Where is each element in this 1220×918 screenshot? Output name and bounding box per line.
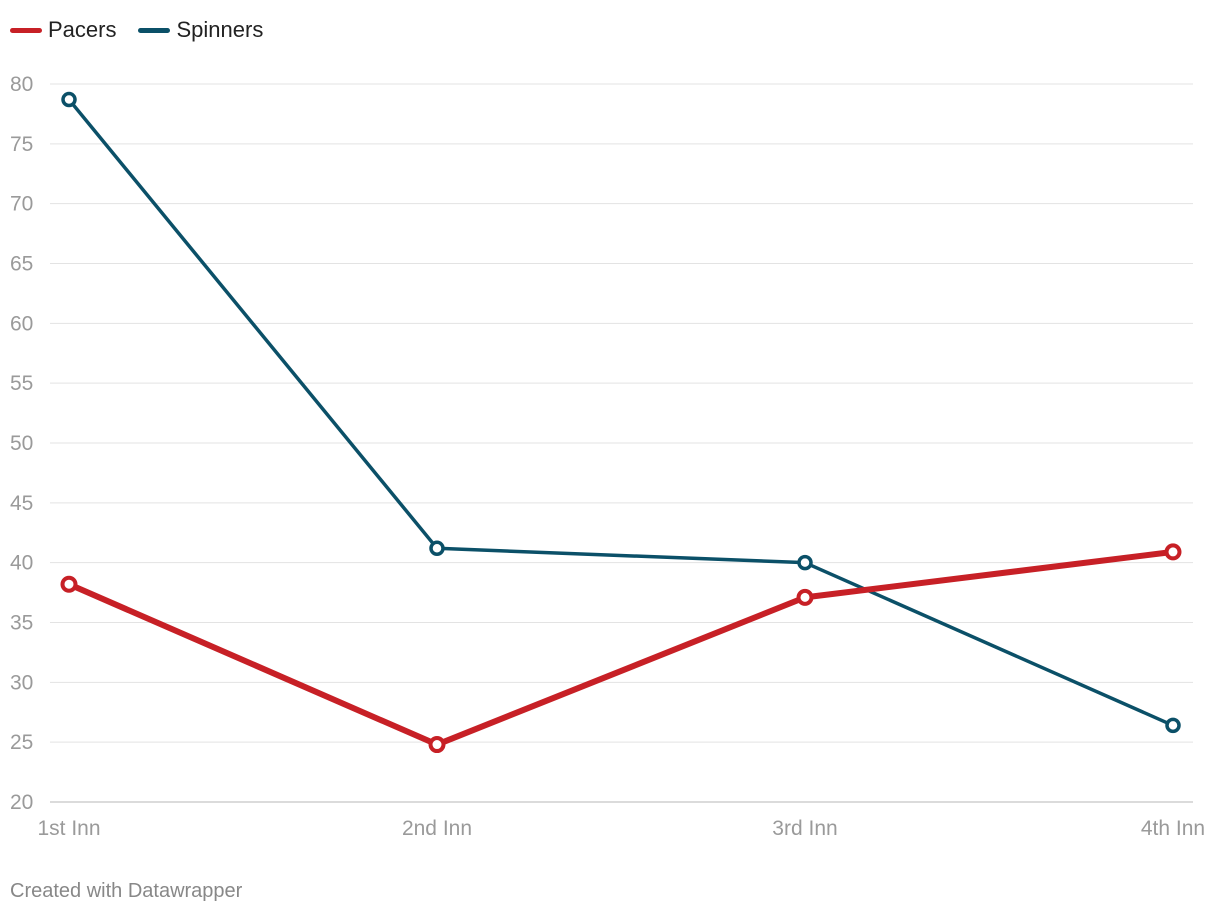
chart-credit: Created with Datawrapper <box>10 880 243 902</box>
point-spinners <box>61 91 77 108</box>
y-tick-label: 45 <box>10 492 33 515</box>
y-tick-label: 40 <box>10 552 33 575</box>
x-tick-label: 3rd Inn <box>772 817 837 840</box>
y-tick-label: 30 <box>10 671 33 694</box>
y-tick-label: 80 <box>10 73 33 96</box>
legend-swatch-pacers <box>10 27 42 33</box>
legend-item-pacers: Pacers <box>10 17 116 43</box>
y-tick-label: 65 <box>10 253 33 276</box>
point-spinners <box>1165 717 1181 734</box>
point-pacers <box>60 575 78 593</box>
y-tick-label: 35 <box>10 612 33 635</box>
series-line-spinners <box>67 97 1175 728</box>
point-pacers <box>796 588 814 606</box>
legend-swatch-spinners <box>138 27 171 33</box>
y-tick-label: 70 <box>10 193 33 216</box>
point-spinners <box>429 540 445 557</box>
y-tick-label: 25 <box>10 731 33 754</box>
chart-legend: Pacers Spinners <box>10 14 263 46</box>
y-tick-label: 60 <box>10 312 33 335</box>
point-pacers <box>1164 543 1182 561</box>
legend-label-spinners: Spinners <box>176 17 264 42</box>
point-pacers <box>428 736 446 754</box>
x-tick-label: 4th Inn <box>1141 817 1205 840</box>
y-tick-label: 50 <box>10 432 33 455</box>
legend-item-spinners: Spinners <box>138 17 263 43</box>
legend-label-pacers: Pacers <box>48 17 117 42</box>
y-tick-label: 75 <box>10 133 33 156</box>
series-line-pacers <box>66 548 1176 748</box>
x-tick-label: 2nd Inn <box>402 817 472 840</box>
y-tick-label: 20 <box>10 791 33 814</box>
x-tick-label: 1st Inn <box>37 817 100 840</box>
y-tick-label: 55 <box>10 372 33 395</box>
point-spinners <box>797 554 813 571</box>
